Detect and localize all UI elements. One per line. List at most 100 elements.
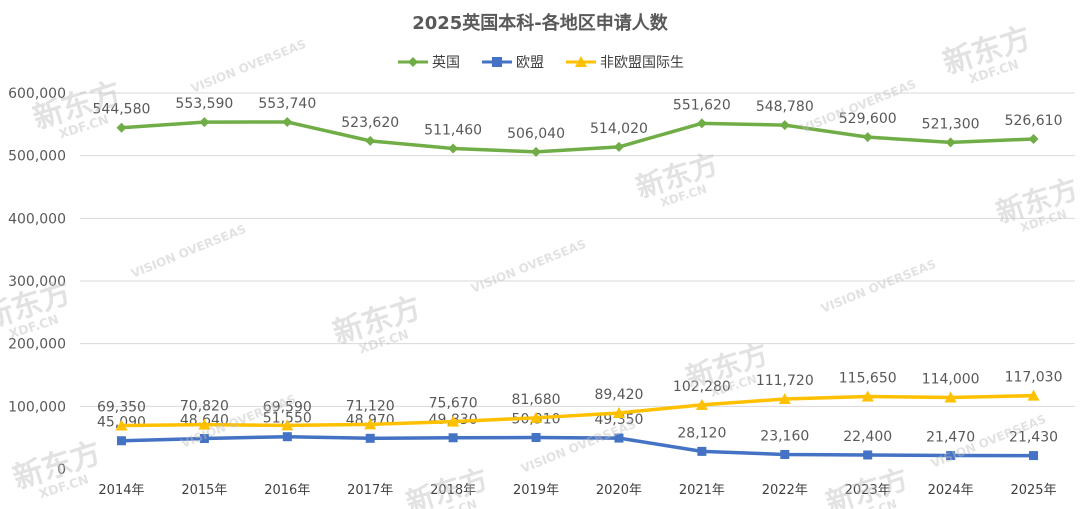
y-tick-label: 400,000 [8, 211, 66, 227]
data-label: 548,780 [756, 99, 814, 115]
data-label: 117,030 [1005, 370, 1063, 386]
data-label: 506,040 [507, 126, 565, 142]
data-label: 69,350 [97, 400, 146, 416]
data-label: 21,430 [1009, 430, 1058, 446]
watermark-text: VISION OVERSEAS [819, 257, 938, 316]
data-point [1028, 133, 1039, 144]
data-label: 521,300 [922, 116, 980, 132]
data-label: 81,680 [512, 392, 561, 408]
data-point [695, 398, 708, 410]
data-label: 111,720 [756, 373, 814, 389]
legend-item-eu: 欧盟 [482, 55, 544, 71]
data-label: 544,580 [93, 102, 151, 118]
data-point [862, 132, 873, 143]
data-label: 114,000 [922, 372, 980, 388]
x-tick-label: 2015年 [181, 483, 227, 498]
data-label: 553,590 [175, 96, 233, 112]
watermark: VISION OVERSEAS [819, 257, 938, 316]
data-label: 51,550 [263, 411, 312, 427]
gridlines [80, 92, 1075, 407]
legend-label-uk: 英国 [432, 54, 460, 71]
series-0: 544,580 553,590 553,740 523,620 511,460 506,0… [93, 96, 1063, 157]
data-point [530, 411, 543, 423]
data-label: 75,670 [429, 396, 478, 412]
data-label: 89,420 [594, 387, 643, 403]
x-tick-label: 2022年 [762, 483, 808, 498]
data-point [1029, 451, 1039, 461]
y-tick-label: 500,000 [8, 149, 66, 165]
data-label: 23,160 [760, 428, 809, 444]
data-point [613, 141, 624, 152]
data-label: 526,610 [1005, 113, 1063, 129]
data-point [199, 434, 209, 444]
x-tick-label: 2024年 [928, 483, 974, 498]
data-point [779, 120, 790, 131]
watermark: VISION OVERSEAS [469, 237, 588, 296]
x-tick-label: 2018年 [430, 483, 476, 498]
legend-label-eu: 欧盟 [516, 55, 544, 71]
watermark-text: 新东方 [402, 462, 492, 509]
data-label: 49,350 [594, 412, 643, 428]
x-tick-label: 2016年 [264, 483, 310, 498]
series-group: 544,580 553,590 553,740 523,620 511,460 506,0… [93, 96, 1063, 461]
data-point [365, 135, 376, 146]
data-point [282, 432, 292, 442]
x-tick-label: 2020年 [596, 483, 642, 498]
data-point [1027, 389, 1040, 401]
data-label: 71,120 [346, 398, 395, 414]
data-label: 70,820 [180, 399, 229, 415]
data-point [945, 137, 956, 148]
data-point [365, 433, 375, 443]
data-point [116, 122, 127, 133]
watermark: VISION OVERSEAS [189, 37, 308, 96]
data-label: 523,620 [341, 115, 399, 131]
y-tick-label: 300,000 [8, 274, 66, 290]
legend: 英国 欧盟 非欧盟国际生 [398, 54, 684, 71]
data-point [115, 419, 128, 431]
data-point [447, 415, 460, 427]
data-label: 511,460 [424, 122, 482, 138]
watermark-text: VISION OVERSEAS [129, 222, 248, 281]
data-label: 21,470 [926, 430, 975, 446]
x-tick-label: 2023年 [845, 483, 891, 498]
data-point [778, 392, 791, 404]
y-axis: 0 100,000 200,000 300,000 400,000 500,000 600,… [8, 86, 66, 478]
x-tick-label: 2019年 [513, 483, 559, 498]
data-label: 22,400 [843, 429, 892, 445]
data-point [946, 451, 956, 461]
x-tick-label: 2025年 [1010, 483, 1056, 498]
data-point [612, 406, 625, 418]
data-point [697, 446, 707, 456]
data-point [614, 433, 624, 443]
data-point [448, 143, 459, 154]
data-label: 69,590 [263, 399, 312, 415]
data-label: 551,620 [673, 97, 731, 113]
data-point [448, 433, 458, 443]
y-tick-label: 600,000 [8, 86, 66, 102]
data-point [531, 432, 541, 442]
data-point [364, 418, 377, 430]
data-point [282, 116, 293, 127]
data-point [780, 449, 790, 459]
data-point [696, 118, 707, 129]
y-tick-label: 200,000 [8, 337, 66, 353]
data-point [116, 436, 126, 446]
data-label: 28,120 [677, 425, 726, 441]
data-point [281, 419, 294, 431]
x-tick-label: 2014年 [98, 483, 144, 498]
x-tick-label: 2017年 [347, 483, 393, 498]
data-point [944, 391, 957, 403]
data-point [199, 117, 210, 128]
series-2: 69,350 70,820 69,590 71,120 75,670 81,680 89,4… [97, 370, 1063, 431]
data-label: 553,740 [258, 96, 316, 112]
data-point [861, 390, 874, 402]
y-tick-label: 0 [57, 462, 66, 478]
